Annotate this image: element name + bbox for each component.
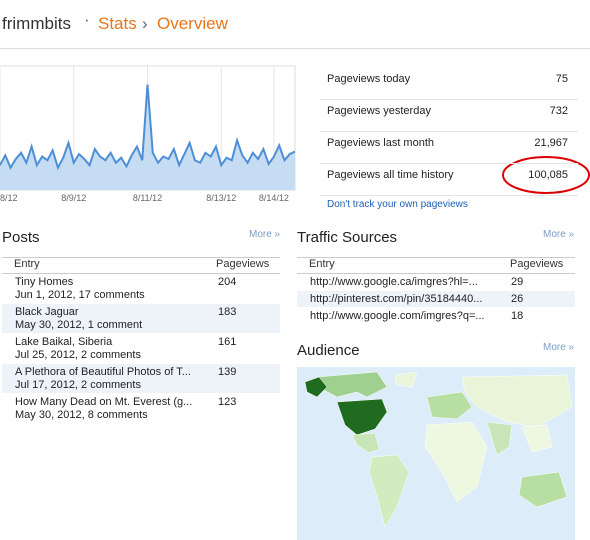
audience-more[interactable]: More » [543, 342, 575, 353]
x-tick-label: 8/11/12 [133, 193, 162, 203]
source-views: 29 [511, 276, 524, 288]
stat-row [320, 132, 578, 164]
source-views: 18 [511, 310, 524, 322]
post-row [2, 334, 280, 363]
traffic-more[interactable]: More » [543, 229, 575, 240]
line [0, 84, 296, 171]
audience-title: Audience [297, 342, 360, 359]
post-row [2, 274, 280, 303]
stat-value: 75 [555, 73, 568, 85]
post-row [2, 394, 280, 423]
stat-label: Pageviews all time history [327, 169, 454, 181]
post-meta: Jul 17, 2012, 2 comments [15, 379, 141, 391]
audience-map [297, 367, 575, 540]
track-link[interactable]: Don't track your own pageviews [327, 199, 468, 210]
source-url[interactable]: http://www.google.com/imgres?q=... [310, 310, 485, 322]
stat-label: Pageviews last month [327, 137, 434, 149]
post-meta: May 30, 2012, 1 comment [15, 319, 143, 331]
post-views: 123 [218, 396, 237, 408]
posts-more[interactable]: More » [249, 229, 281, 240]
area [0, 84, 295, 190]
x-tick-label: 8/12 [0, 193, 18, 203]
post-views: 161 [218, 336, 237, 348]
highlight-ellipse [502, 156, 590, 194]
pageview-chart: 8/12 8/9/12 8/11/12 8/13/12 8/14/12 [0, 65, 296, 203]
post-row [2, 364, 280, 393]
header-rule [0, 48, 590, 49]
post-meta: Jun 1, 2012, 17 comments [15, 289, 145, 301]
post-title[interactable]: How Many Dead on Mt. Everest (g... [15, 396, 193, 408]
source-row [297, 274, 575, 290]
table-header [2, 257, 280, 274]
source-url[interactable]: http://pinterest.com/pin/35184440... [310, 293, 483, 305]
post-meta: May 30, 2012, 8 comments [15, 409, 148, 421]
stat-value: 732 [549, 105, 568, 117]
source-row [297, 308, 575, 324]
stat-label: Pageviews today [327, 73, 411, 85]
post-title[interactable]: A Plethora of Beautiful Photos of T... [15, 366, 191, 378]
blog-name[interactable]: frimmbits [2, 14, 71, 33]
col-views: Pageviews [216, 258, 270, 270]
stat-label: Pageviews yesterday [327, 105, 431, 117]
post-meta: Jul 25, 2012, 2 comments [15, 349, 141, 361]
x-tick-label: 8/9/12 [61, 193, 86, 203]
post-views: 139 [218, 366, 237, 378]
x-tick-label: 8/13/12 [206, 193, 236, 203]
source-url[interactable]: http://www.google.ca/imgres?hl=... [310, 276, 478, 288]
col-views: Pageviews [510, 258, 564, 270]
crumb[interactable]: Stats [98, 14, 137, 33]
post-title[interactable]: Tiny Homes [15, 276, 74, 288]
col-entry: Entry [309, 258, 335, 270]
stat-row [320, 164, 578, 196]
post-row [2, 304, 280, 333]
stat-row [320, 68, 578, 100]
posts-title: Posts [2, 229, 40, 246]
col-entry: Entry [14, 258, 40, 270]
current-page: Overview [157, 14, 228, 33]
post-views: 183 [218, 306, 237, 318]
table-header [297, 257, 575, 274]
separator: · [84, 10, 90, 29]
traffic-title: Traffic Sources [297, 229, 398, 246]
source-views: 26 [511, 293, 524, 305]
post-title[interactable]: Black Jaguar [15, 306, 79, 318]
source-row [297, 291, 575, 307]
post-views: 204 [218, 276, 237, 288]
x-tick-label: 8/14/12 [259, 193, 289, 203]
stat-value: 21,967 [534, 137, 568, 149]
stat-value: 100,085 [528, 169, 568, 181]
post-title[interactable]: Lake Baikal, Siberia [15, 336, 113, 348]
arrow: › [142, 14, 148, 33]
stat-row [320, 100, 578, 132]
